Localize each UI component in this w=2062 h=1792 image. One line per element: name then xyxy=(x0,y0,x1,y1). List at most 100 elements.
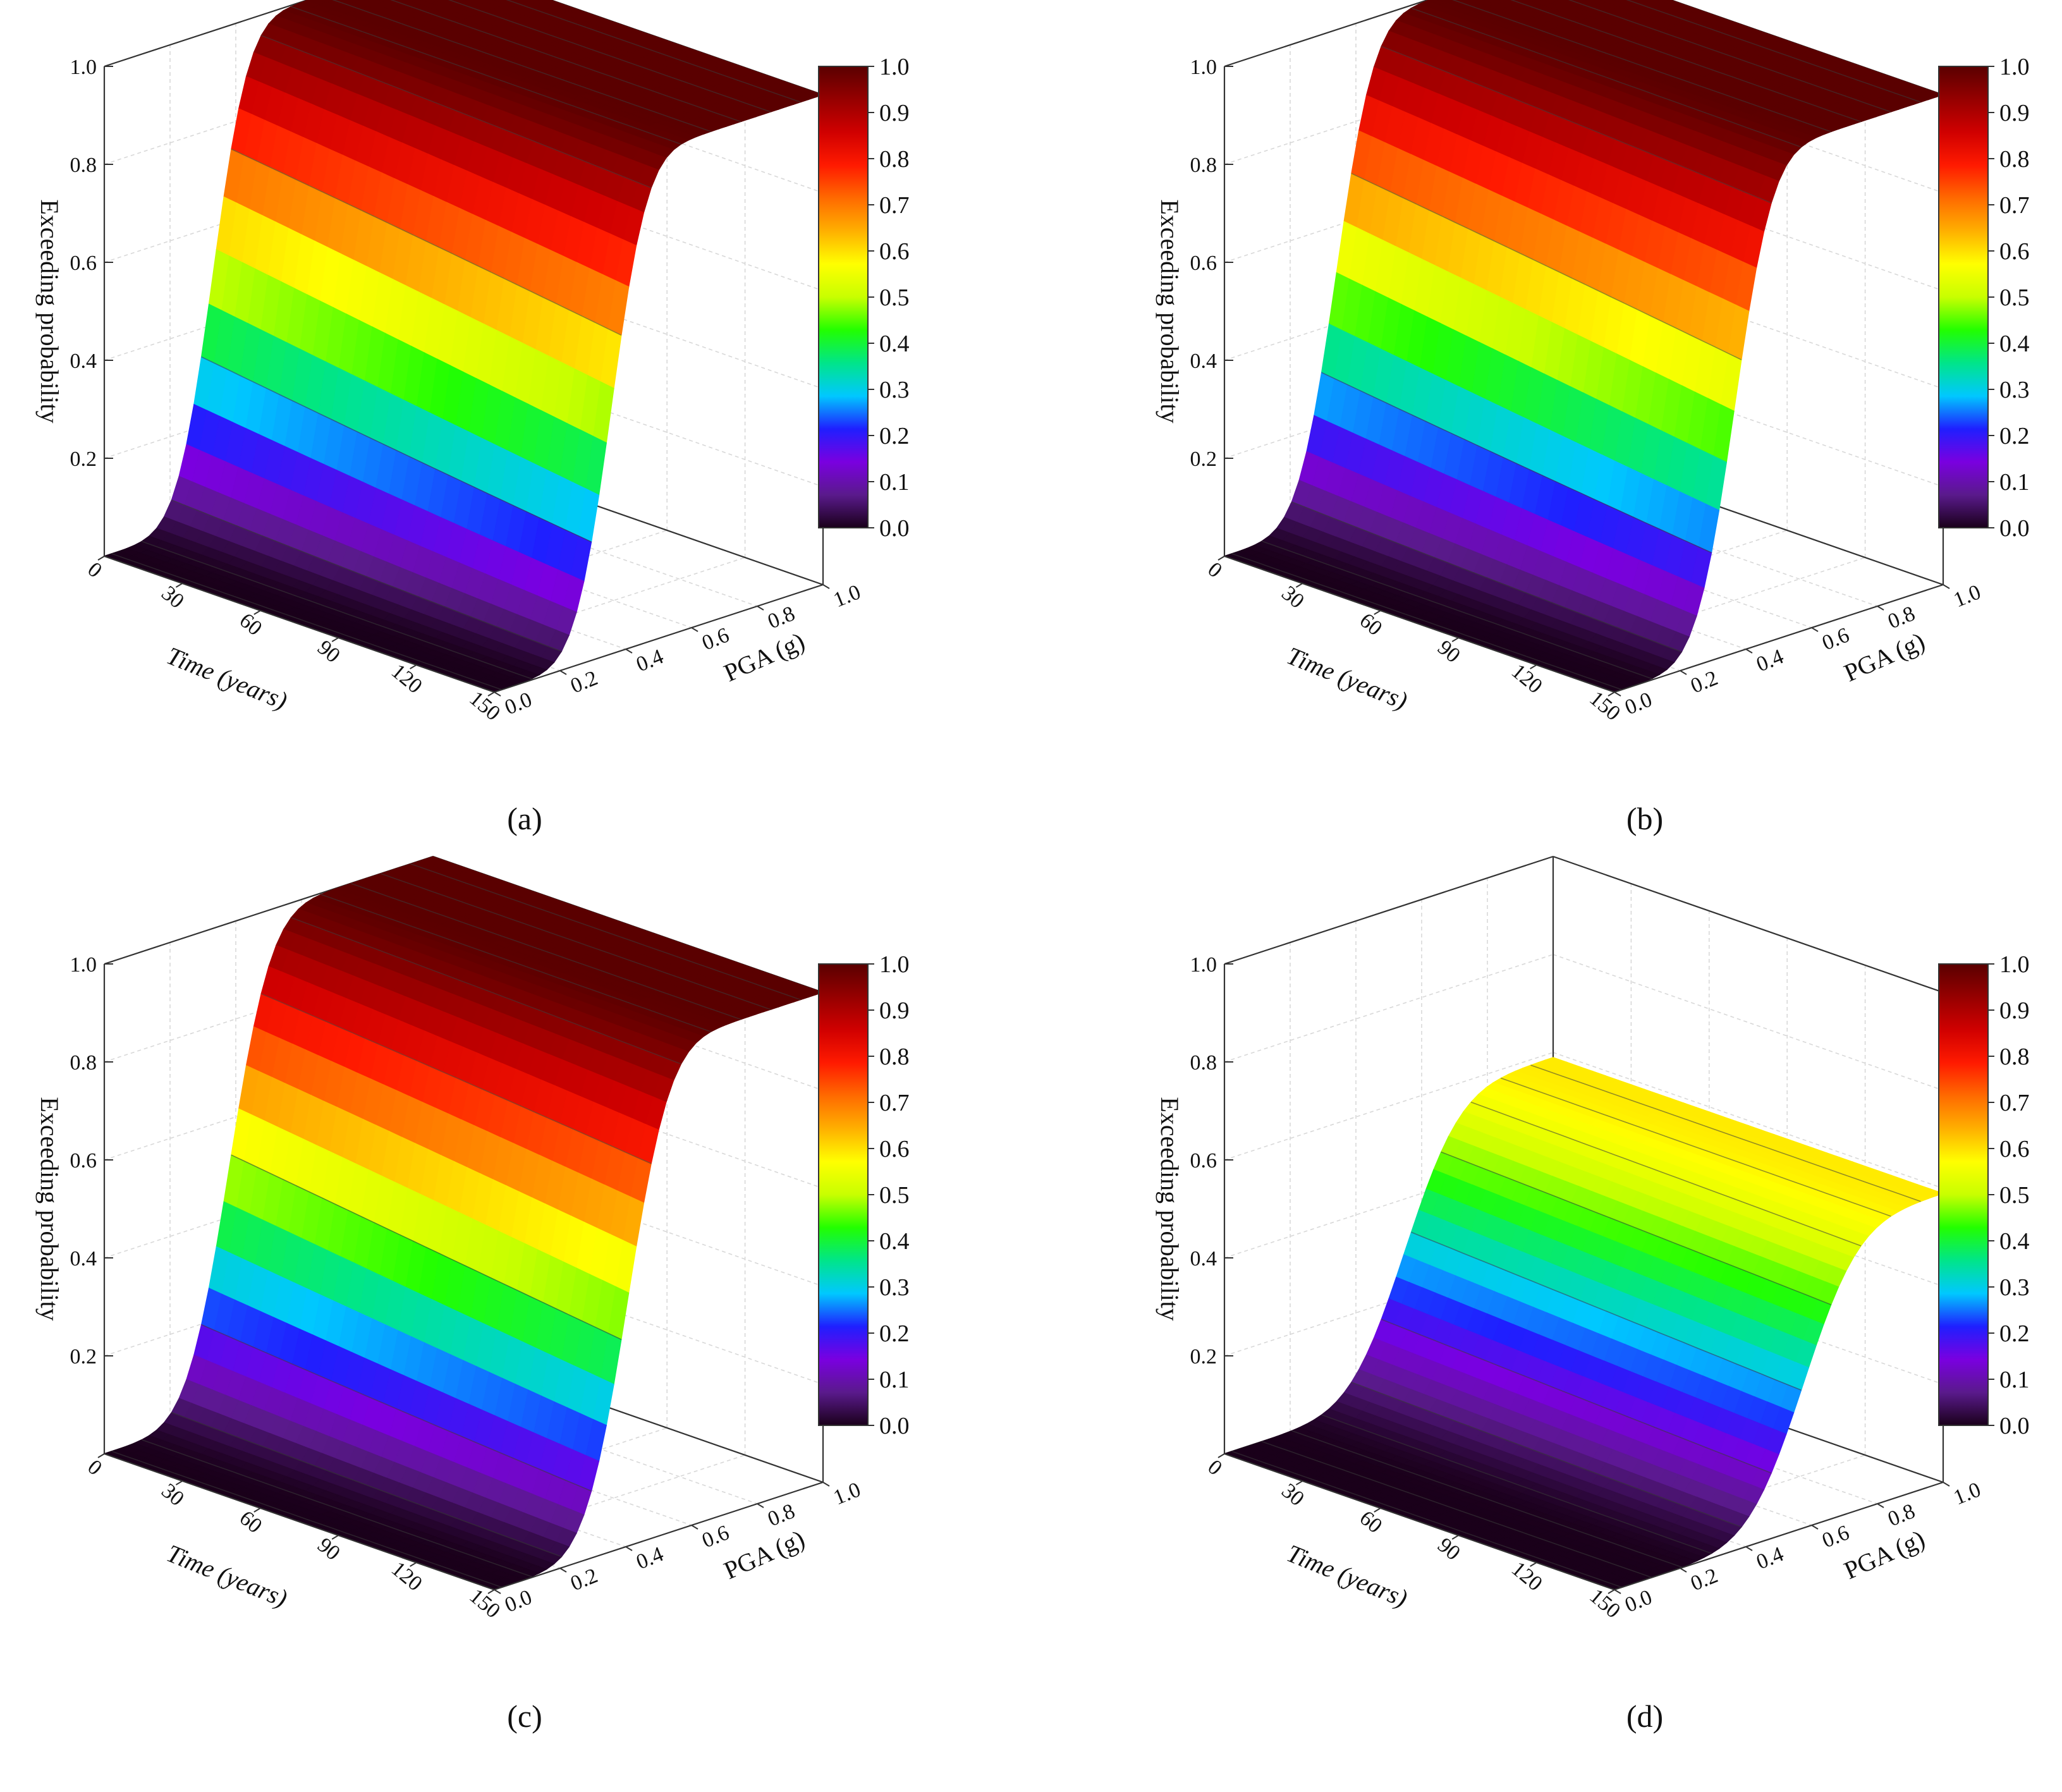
x-tick-label: 0 xyxy=(1203,1455,1226,1480)
panel-3: 0.20.40.60.81.003060901201500.00.20.40.6… xyxy=(35,855,910,1734)
y-tick-label: 0.2 xyxy=(1687,1564,1721,1595)
colorbar: 0.0 0.1 0.2 0.3 0.4 0.5 0.6 0.7 0.8 0.9 1.0 xyxy=(1938,54,2030,542)
x-tick-label: 90 xyxy=(313,1533,345,1565)
x-axis-title: Time (years) xyxy=(163,1539,291,1612)
colorbar: 0.0 0.1 0.2 0.3 0.4 0.5 0.6 0.7 0.8 0.9 1.0 xyxy=(818,54,910,542)
colorbar-tick-label: 0.3 xyxy=(1999,377,2030,403)
colorbar-tick-label: 0.8 xyxy=(879,1044,910,1070)
front-axes xyxy=(1224,1453,1944,1591)
x-tick-label: 30 xyxy=(157,582,188,613)
x-tick-label: 30 xyxy=(1277,1479,1309,1511)
x-tick-label: 150 xyxy=(465,686,504,725)
colorbar-tick-label: 0.4 xyxy=(879,1228,910,1255)
colorbar-tick-label: 0.2 xyxy=(879,1320,910,1347)
colorbar-tick-label: 0.7 xyxy=(879,1090,910,1116)
x-tick-label: 90 xyxy=(1433,1533,1465,1565)
panel-caption: (a) xyxy=(507,801,542,836)
z-tick-label: 0.4 xyxy=(1190,350,1217,373)
colorbar-tick-label: 0.2 xyxy=(879,423,910,449)
probability-surface xyxy=(1223,1057,1944,1590)
x-axis-title: Time (years) xyxy=(1283,641,1412,715)
colorbar-tick-label: 0.7 xyxy=(1999,1090,2030,1116)
z-tick-label: 0.4 xyxy=(1190,1247,1217,1271)
y-axis-title: PGA (g) xyxy=(1839,626,1929,687)
front-axes xyxy=(104,555,824,693)
y-tick-label: 1.0 xyxy=(830,580,863,612)
y-tick-label: 0.6 xyxy=(1819,623,1852,655)
colorbar-tick-label: 0.6 xyxy=(1999,1136,2030,1162)
colorbar-tick-label: 0.2 xyxy=(1999,423,2030,449)
y-tick-label: 0.6 xyxy=(699,1521,732,1552)
colorbar-tick-label: 0.5 xyxy=(879,284,910,311)
colorbar-tick-label: 0.9 xyxy=(879,100,910,126)
x-tick-label: 60 xyxy=(235,1506,267,1538)
z-tick-label: 0.6 xyxy=(70,252,97,275)
y-axis-title: PGA (g) xyxy=(719,1524,808,1585)
colorbar-tick-label: 0.8 xyxy=(1999,1044,2030,1070)
colorbar-tick-label: 0.1 xyxy=(879,1367,910,1393)
y-tick-label: 0.4 xyxy=(1753,1542,1786,1574)
colorbar-tick-label: 1.0 xyxy=(1999,951,2030,978)
panel-2: 0.20.40.60.81.003060901201500.00.20.40.6… xyxy=(1156,0,2030,836)
probability-surface xyxy=(103,0,824,693)
panel-caption: (c) xyxy=(507,1698,542,1734)
colorbar: 0.0 0.1 0.2 0.3 0.4 0.5 0.6 0.7 0.8 0.9 1.0 xyxy=(818,951,910,1439)
front-axes xyxy=(1224,555,1944,693)
y-tick-label: 1.0 xyxy=(1950,1478,1984,1509)
panel-caption: (d) xyxy=(1626,1698,1663,1734)
colorbar-gradient xyxy=(1938,963,1989,1426)
x-tick-label: 150 xyxy=(1585,686,1625,725)
colorbar-tick-label: 0.3 xyxy=(879,1274,910,1301)
z-tick-label: 0.6 xyxy=(70,1149,97,1173)
z-tick-label: 1.0 xyxy=(1190,56,1217,79)
colorbar-gradient xyxy=(818,963,869,1426)
probability-surface xyxy=(1223,0,1944,693)
z-tick-label: 1.0 xyxy=(70,953,97,977)
front-axes xyxy=(104,1453,824,1591)
panel-4: 0.20.40.60.81.003060901201500.00.20.40.6… xyxy=(1156,855,2030,1734)
colorbar-tick-label: 0.2 xyxy=(1999,1320,2030,1347)
y-tick-label: 0.2 xyxy=(567,666,601,698)
z-tick-label: 1.0 xyxy=(1190,953,1217,977)
z-tick-label: 0.6 xyxy=(1190,252,1217,275)
z-axis-title: Exceeding probability xyxy=(1156,1097,1184,1320)
panel-1: 0.20.40.60.81.003060901201500.00.20.40.6… xyxy=(35,0,910,836)
y-tick-label: 0.2 xyxy=(1687,666,1721,698)
x-axis-title: Time (years) xyxy=(1283,1539,1412,1612)
colorbar-tick-label: 0.6 xyxy=(879,238,910,265)
z-axis-title: Exceeding probability xyxy=(1156,199,1184,423)
panel-caption: (b) xyxy=(1626,801,1663,836)
z-tick-label: 0.8 xyxy=(70,154,97,177)
colorbar-tick-label: 0.3 xyxy=(1999,1274,2030,1301)
y-tick-label: 0.2 xyxy=(567,1564,601,1595)
y-axis-title: PGA (g) xyxy=(1839,1524,1929,1585)
z-tick-label: 1.0 xyxy=(70,56,97,79)
x-tick-label: 0 xyxy=(83,1455,106,1480)
colorbar-tick-label: 0.4 xyxy=(879,331,910,357)
x-tick-label: 30 xyxy=(1277,582,1309,613)
colorbar-tick-label: 0.0 xyxy=(1999,515,2030,542)
z-tick-label: 0.2 xyxy=(70,1345,97,1368)
z-axis-title: Exceeding probability xyxy=(35,1097,64,1320)
y-axis-title: PGA (g) xyxy=(719,626,808,687)
colorbar-tick-label: 0.0 xyxy=(1999,1413,2030,1439)
y-tick-label: 0.4 xyxy=(633,1542,666,1574)
colorbar-tick-label: 0.6 xyxy=(879,1136,910,1162)
colorbar-tick-label: 0.5 xyxy=(1999,1182,2030,1209)
colorbar: 0.0 0.1 0.2 0.3 0.4 0.5 0.6 0.7 0.8 0.9 1.0 xyxy=(1938,951,2030,1439)
probability-surface xyxy=(103,856,824,1590)
colorbar-tick-label: 0.9 xyxy=(1999,100,2030,126)
colorbar-tick-label: 0.8 xyxy=(1999,146,2030,173)
colorbar-tick-label: 0.9 xyxy=(1999,997,2030,1024)
y-tick-label: 1.0 xyxy=(1950,580,1984,612)
colorbar-gradient xyxy=(818,66,869,528)
colorbar-tick-label: 0.3 xyxy=(879,377,910,403)
x-tick-label: 0 xyxy=(83,558,106,582)
colorbar-tick-label: 0.6 xyxy=(1999,238,2030,265)
x-axis-title: Time (years) xyxy=(163,641,291,715)
y-tick-label: 0.4 xyxy=(633,645,666,676)
z-tick-label: 0.2 xyxy=(1190,448,1217,471)
x-tick-label: 60 xyxy=(235,609,267,640)
colorbar-tick-label: 0.1 xyxy=(1999,469,2030,496)
